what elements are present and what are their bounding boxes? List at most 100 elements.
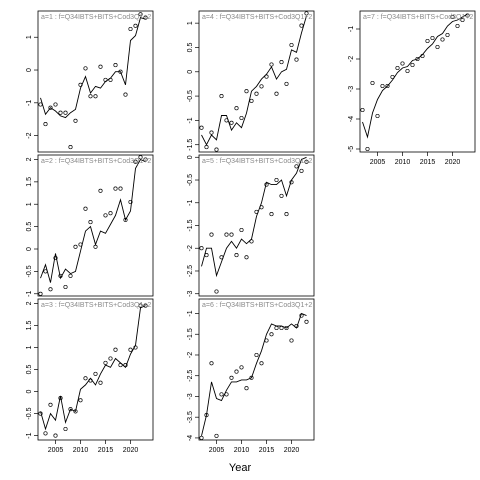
data-point bbox=[108, 211, 113, 216]
data-point bbox=[249, 375, 254, 380]
data-point bbox=[53, 255, 58, 261]
data-point bbox=[214, 433, 219, 438]
data-point bbox=[239, 365, 244, 370]
data-point bbox=[415, 56, 420, 62]
data-point bbox=[143, 303, 148, 308]
x-tick-label: 2015 bbox=[98, 447, 114, 454]
data-point bbox=[199, 435, 204, 440]
data-point bbox=[83, 206, 88, 211]
data-point bbox=[88, 220, 93, 225]
data-point bbox=[214, 147, 219, 152]
data-point bbox=[98, 188, 103, 193]
x-tick-label: 2015 bbox=[420, 159, 436, 166]
data-point bbox=[259, 84, 264, 89]
x-tick-label: 2020 bbox=[445, 159, 461, 166]
y-tick-label: -2.5 bbox=[187, 370, 194, 382]
y-tick-label: -1.5 bbox=[187, 139, 194, 151]
fitted-line bbox=[362, 13, 468, 139]
data-point bbox=[128, 26, 133, 32]
data-point bbox=[284, 81, 289, 86]
y-tick-label: -1 bbox=[348, 26, 355, 32]
panel-frame bbox=[37, 10, 154, 153]
panel-frame bbox=[198, 10, 315, 153]
data-point bbox=[425, 38, 430, 44]
data-point bbox=[299, 23, 304, 28]
y-tick-label: -2 bbox=[187, 245, 194, 251]
data-point bbox=[269, 62, 274, 67]
data-point bbox=[143, 15, 148, 20]
panel-frame bbox=[37, 154, 154, 297]
data-point bbox=[209, 361, 214, 366]
panel-6: -4 -3.5 -3 -2.5 -2 -1.5 -1 2005 2010 2015 2020 a=6 … bbox=[187, 298, 315, 454]
data-point bbox=[304, 159, 309, 164]
data-point bbox=[375, 113, 380, 119]
data-point bbox=[304, 11, 309, 16]
x-tick-label: 2015 bbox=[259, 447, 275, 454]
data-point bbox=[73, 118, 78, 123]
data-point bbox=[214, 289, 219, 294]
data-point bbox=[304, 319, 309, 324]
data-point bbox=[239, 227, 244, 233]
data-point bbox=[370, 80, 375, 86]
data-point bbox=[239, 115, 244, 121]
data-point bbox=[83, 376, 88, 381]
data-point bbox=[294, 164, 299, 169]
data-point bbox=[138, 155, 143, 160]
data-point bbox=[234, 253, 239, 258]
data-point bbox=[385, 83, 390, 89]
data-point bbox=[83, 66, 88, 71]
data-point bbox=[108, 356, 113, 361]
data-point bbox=[440, 37, 445, 42]
data-point bbox=[43, 431, 48, 436]
data-point bbox=[460, 17, 465, 23]
data-point bbox=[269, 212, 274, 217]
data-point bbox=[133, 23, 138, 28]
data-point bbox=[284, 212, 289, 217]
data-point bbox=[254, 91, 259, 96]
data-point bbox=[143, 157, 148, 162]
data-point bbox=[98, 380, 103, 385]
data-point bbox=[244, 89, 249, 94]
panel-2: -1 -0.5 0 0.5 1 1.5 2 a=2 : f=Q34IBTS+BITS+Cod3… bbox=[26, 154, 154, 297]
data-point bbox=[380, 83, 385, 89]
y-tick-label: -4 bbox=[187, 435, 194, 441]
data-point bbox=[113, 63, 118, 68]
data-point bbox=[410, 62, 415, 68]
data-point bbox=[138, 303, 143, 308]
data-point bbox=[98, 64, 103, 69]
data-point bbox=[63, 110, 68, 115]
data-point bbox=[113, 347, 118, 352]
data-point bbox=[68, 145, 73, 150]
data-point bbox=[229, 375, 234, 380]
data-point bbox=[209, 130, 214, 135]
data-point bbox=[259, 361, 264, 366]
y-tick-label: -4 bbox=[348, 116, 355, 122]
data-point bbox=[93, 94, 98, 99]
y-tick-label: -0.5 bbox=[187, 174, 194, 186]
panel-1: -2 -1 0 1 a=1 : f=Q34IBTS+BITS+Cod3Q1+2 bbox=[26, 10, 154, 153]
y-tick-label: -1 bbox=[26, 432, 33, 438]
panel-frame bbox=[37, 298, 154, 441]
data-point bbox=[113, 186, 118, 191]
data-point bbox=[294, 57, 299, 62]
data-point bbox=[133, 159, 138, 164]
y-tick-label: 2 bbox=[26, 301, 33, 305]
y-tick-label: -2 bbox=[187, 352, 194, 358]
fitted-line bbox=[201, 15, 307, 146]
data-point bbox=[68, 407, 73, 412]
x-tick-label: 2010 bbox=[73, 447, 89, 454]
data-point bbox=[123, 92, 128, 97]
y-tick-label: 0 bbox=[26, 68, 33, 72]
data-point bbox=[78, 398, 83, 403]
data-point bbox=[63, 426, 68, 432]
y-tick-label: 2 bbox=[26, 157, 33, 161]
y-tick-label: 1 bbox=[26, 202, 33, 206]
x-tick-label: 2010 bbox=[395, 159, 411, 166]
data-point bbox=[229, 232, 234, 237]
panel-title: a=5 : f=Q34IBTS+BITS+Cod3Q1+2 bbox=[202, 158, 312, 165]
data-point bbox=[48, 287, 53, 292]
y-tick-label: 0.5 bbox=[26, 222, 33, 232]
y-tick-label: 1.5 bbox=[26, 320, 33, 330]
data-point bbox=[58, 110, 63, 115]
